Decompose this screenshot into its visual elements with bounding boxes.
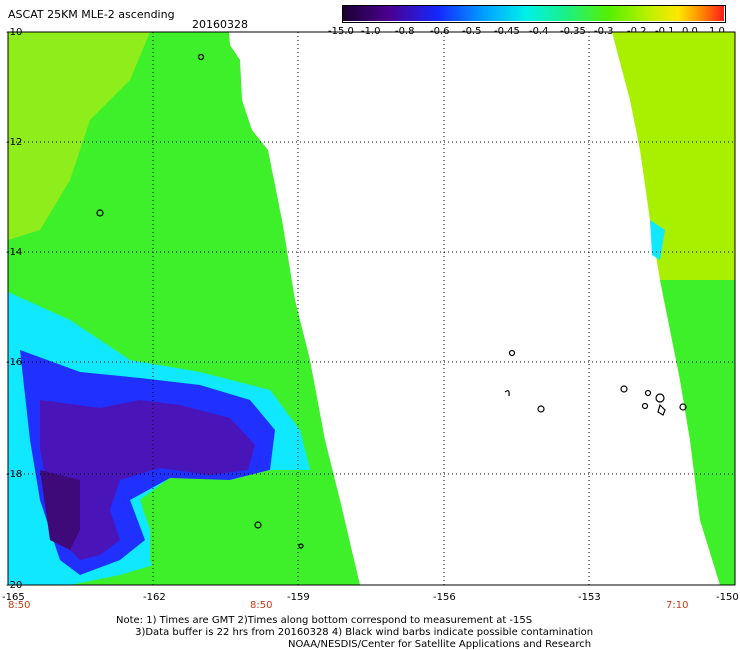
island: [537, 405, 545, 413]
island: [655, 393, 665, 403]
right-swath-green: [660, 280, 735, 585]
footer-credit: NOAA/NESDIS/Center for Satellite Applica…: [288, 639, 592, 650]
footer-note-line1: Note: 1) Times are GMT 2)Times along bot…: [116, 615, 533, 626]
lat-label: -10: [6, 27, 23, 38]
island: [508, 349, 516, 357]
map-date: 20160328: [192, 18, 248, 31]
left-swath-yellowgreen: [8, 32, 150, 240]
map-title: ASCAT 25KM MLE-2 ascending: [8, 8, 175, 21]
footer-note-line2: 3)Data buffer is 22 hrs from 20160328 4)…: [135, 627, 594, 638]
time-label: 8:50: [250, 600, 273, 611]
lat-label: -12: [6, 137, 23, 148]
time-label: 7:10: [666, 600, 689, 611]
lon-label: -156: [433, 592, 456, 603]
island: [679, 403, 687, 411]
lat-label: -16: [6, 357, 23, 368]
left-swath-darkpurple: [40, 470, 80, 550]
island: [620, 385, 628, 393]
lon-label: -162: [143, 592, 166, 603]
footer-note: Note: 1) Times are GMT 2)Times along bot…: [116, 615, 593, 639]
lon-label: -159: [287, 592, 310, 603]
lon-label: -153: [578, 592, 601, 603]
island-outlines: [96, 53, 687, 549]
colorbar: [342, 5, 726, 23]
right-swath-cyan: [650, 220, 665, 260]
island: [657, 403, 666, 416]
lon-label: -150: [716, 592, 739, 603]
lon-gridlines: [152, 32, 590, 585]
island: [641, 402, 649, 410]
island: [504, 390, 510, 397]
island: [254, 521, 262, 529]
island: [96, 209, 104, 217]
island: [298, 543, 304, 549]
island: [197, 53, 205, 61]
island: [644, 389, 652, 397]
colorbar-fill: [343, 6, 724, 21]
lon-label: -165: [2, 592, 25, 603]
lat-label: -18: [6, 469, 23, 480]
left-swath-green-lower: [150, 470, 350, 585]
lat-label: -20: [6, 580, 23, 591]
lat-label: -14: [6, 247, 23, 258]
left-swath-purple: [40, 400, 255, 560]
map-frame: [7, 31, 736, 586]
time-label: 8:50: [8, 600, 31, 611]
